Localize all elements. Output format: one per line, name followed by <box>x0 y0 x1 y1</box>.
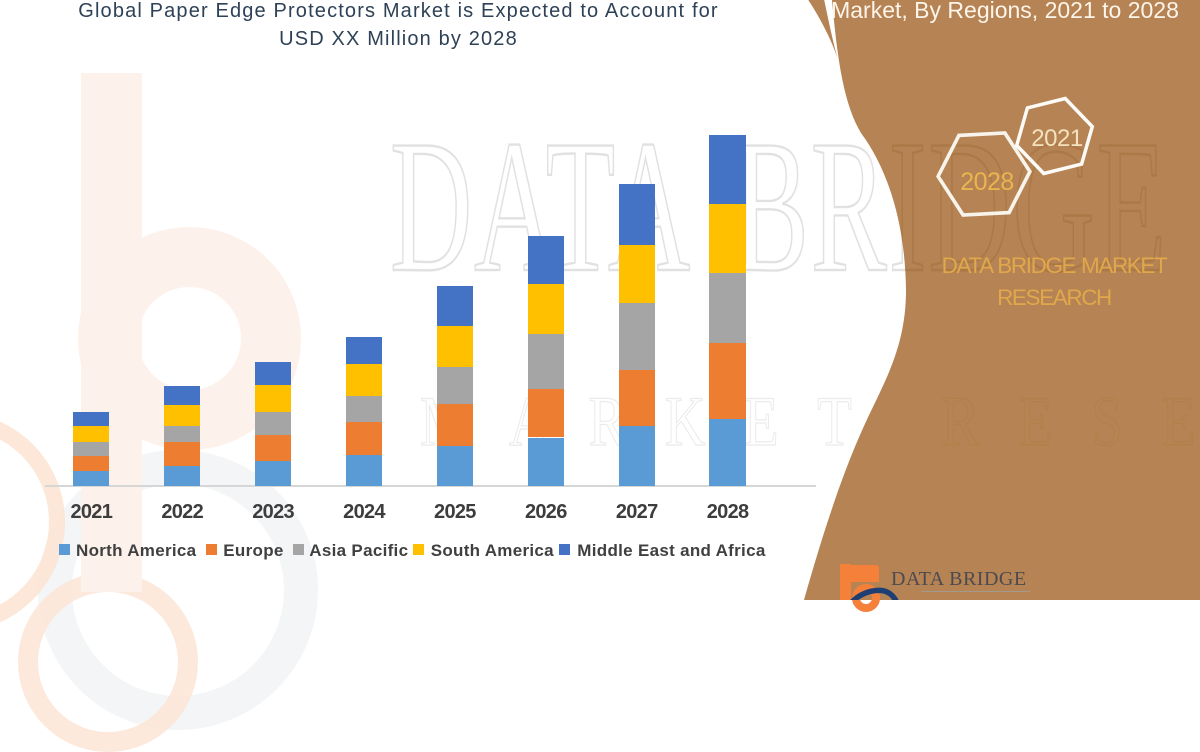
svg-text:2021: 2021 <box>1031 125 1083 152</box>
svg-text:2028: 2028 <box>960 168 1014 196</box>
